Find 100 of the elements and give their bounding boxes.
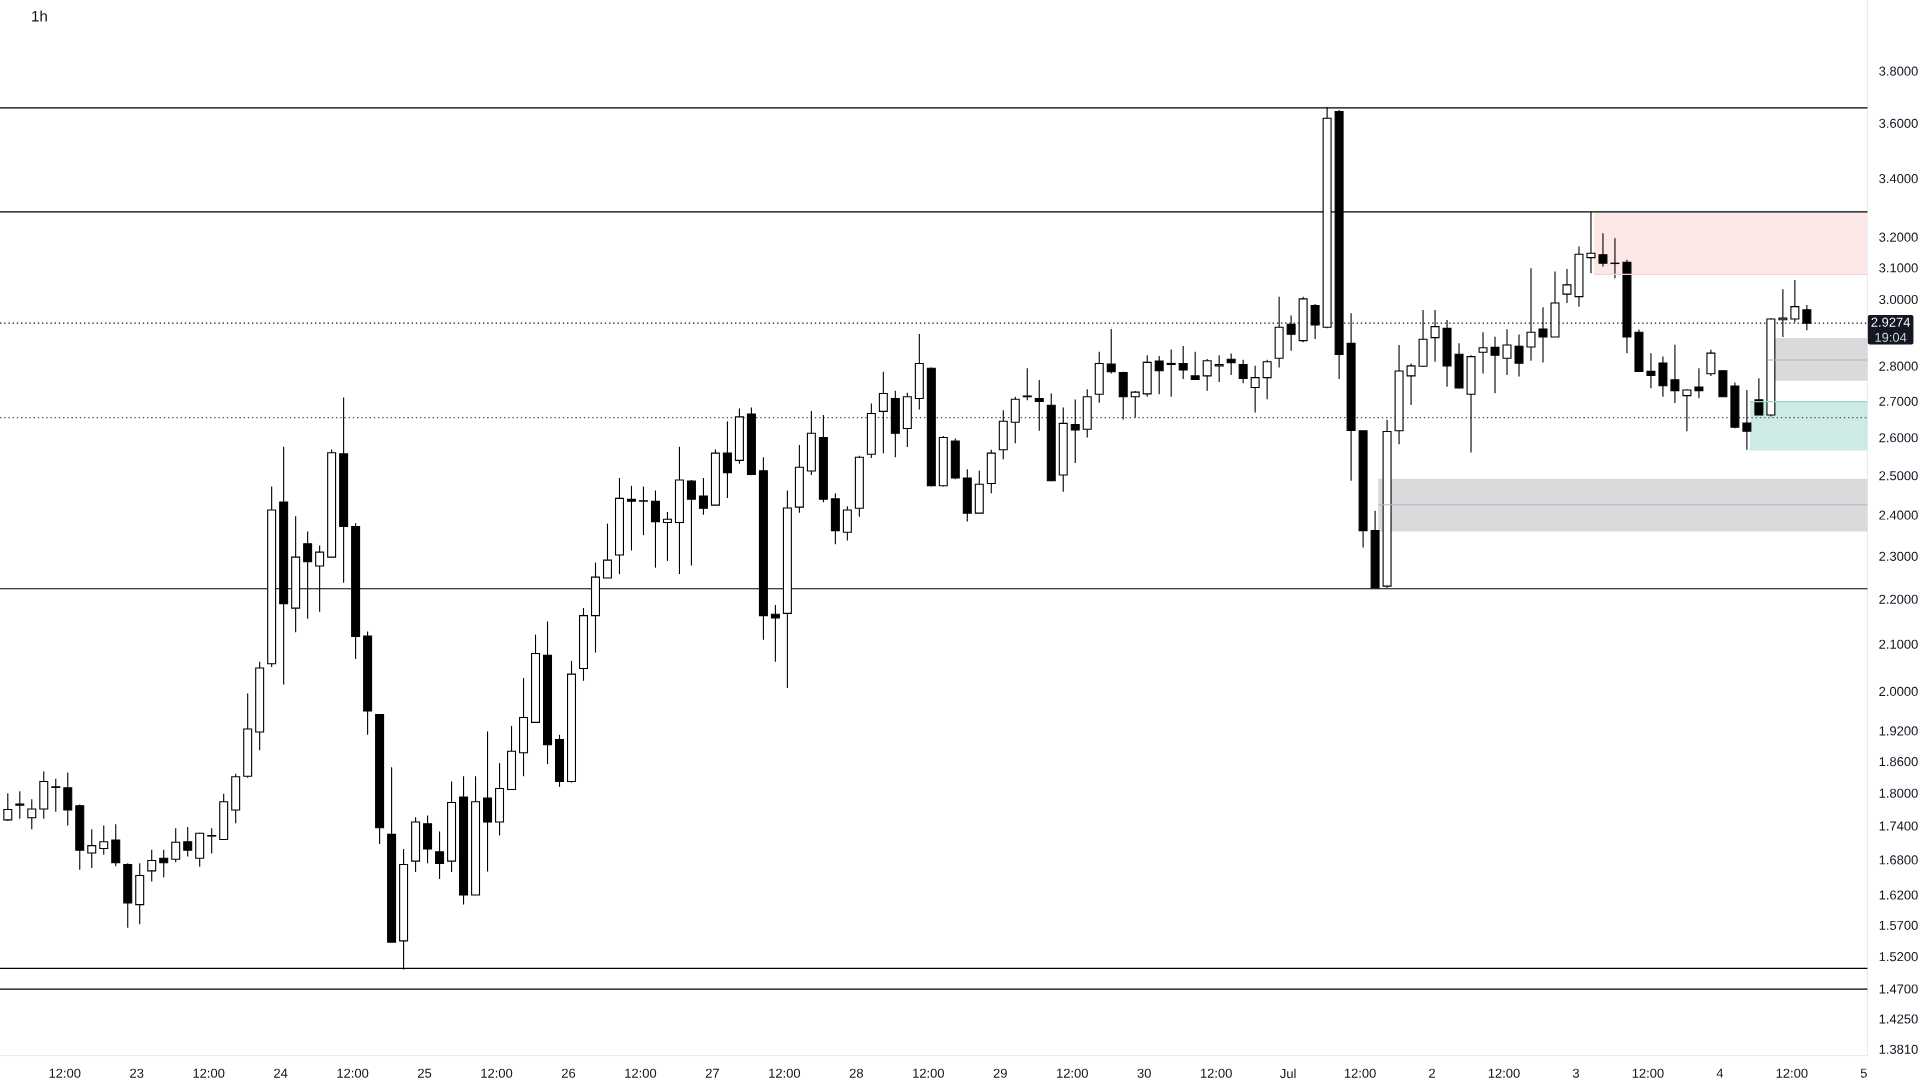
y-tick-label: 2.0000	[1879, 686, 1918, 697]
x-tick-label: 5	[1860, 1068, 1867, 1078]
candlestick	[1778, 288, 1788, 338]
candlestick	[1178, 345, 1188, 380]
candlestick	[1034, 379, 1044, 432]
candlestick	[159, 849, 169, 878]
candlestick	[1070, 399, 1080, 464]
y-tick-label: 1.5200	[1879, 952, 1918, 962]
candlestick	[3, 792, 13, 822]
y-tick-label: 1.8000	[1879, 788, 1918, 798]
candlestick	[1202, 358, 1212, 392]
candlestick	[1130, 390, 1140, 419]
x-tick-label: 12:00	[1057, 1068, 1088, 1078]
y-tick-label: 1.4700	[1879, 984, 1918, 994]
y-tick-label: 2.8000	[1879, 361, 1918, 371]
candlestick	[1190, 351, 1200, 381]
y-tick-label: 2.1000	[1879, 639, 1918, 649]
x-tick-label: 2	[1429, 1068, 1435, 1078]
x-tick-label: 30	[1137, 1068, 1151, 1078]
y-tick-label: 1.8600	[1879, 757, 1918, 767]
x-tick-label: 12:00	[193, 1068, 225, 1078]
candlestick	[1754, 377, 1764, 416]
candlestick	[1250, 365, 1260, 414]
x-tick-label: 25	[418, 1068, 432, 1078]
candlestick	[1802, 304, 1812, 331]
candlestick	[878, 371, 888, 454]
candlestick	[1658, 356, 1668, 398]
y-tick-label: 1.6200	[1879, 890, 1918, 900]
text: 19:04	[1875, 332, 1907, 342]
y-tick-label: 1.9200	[1879, 726, 1918, 736]
candlestick	[842, 505, 852, 541]
x-tick-label: 12:00	[1488, 1068, 1520, 1078]
x-tick-label: 12:00	[769, 1068, 801, 1078]
y-tick-label: 3.1000	[1879, 263, 1918, 273]
candlestick	[1790, 279, 1800, 323]
candlestick	[15, 790, 25, 820]
y-tick-label: 2.5000	[1879, 471, 1918, 481]
x-tick-label: 4	[1716, 1068, 1724, 1078]
x-tick-label: 12:00	[1200, 1068, 1232, 1078]
candlestick	[111, 823, 121, 867]
candlestick	[1646, 352, 1656, 389]
y-tick-label: 3.6000	[1879, 118, 1918, 128]
x-tick-label: 12:00	[1776, 1068, 1808, 1078]
candlestick	[770, 604, 780, 663]
candlestick	[1262, 359, 1272, 400]
ref-line-label: 2.9274	[1871, 317, 1911, 327]
candlestick	[1478, 331, 1488, 375]
candlestick	[1562, 268, 1572, 304]
candlestick	[1214, 354, 1224, 383]
x-tick-label: 12:00	[481, 1068, 513, 1078]
x-tick-label: 12:00	[1632, 1068, 1664, 1078]
candlestick	[1022, 367, 1032, 401]
y-tick-label: 2.4000	[1879, 510, 1918, 520]
candlestick	[698, 477, 708, 516]
candlestick	[1670, 344, 1680, 404]
candlestick	[147, 849, 157, 883]
y-tick-label: 3.8000	[1879, 66, 1918, 76]
candlestick	[1526, 267, 1536, 362]
candlestick	[1106, 328, 1116, 375]
candlestick	[1706, 349, 1716, 377]
y-tick-label: 1.3810	[1879, 1044, 1918, 1054]
y-tick-label: 1.7400	[1879, 821, 1918, 831]
x-tick-label: 27	[705, 1068, 719, 1078]
candlestick	[1286, 314, 1296, 352]
candlestick	[1502, 328, 1512, 376]
candlestick	[51, 778, 61, 813]
candlestick	[1598, 232, 1608, 268]
x-tick-label: 28	[849, 1068, 863, 1078]
candlestick	[183, 826, 193, 857]
candlestick	[1514, 334, 1524, 378]
y-tick-label: 2.6000	[1879, 433, 1918, 443]
candlestick	[1742, 389, 1752, 451]
candlestick	[1430, 309, 1440, 363]
y-tick-label: 3.0000	[1879, 294, 1918, 305]
candlestick	[63, 771, 73, 826]
candlestick	[1226, 352, 1236, 376]
candlestick	[1538, 306, 1548, 363]
x-tick-label: 12:00	[1344, 1068, 1376, 1078]
candlestick	[1682, 388, 1692, 432]
candlestick	[1238, 359, 1248, 384]
text: 1h	[32, 10, 47, 22]
candlestick	[435, 830, 445, 880]
x-tick-label: 26	[561, 1068, 576, 1078]
x-tick-label: 29	[993, 1068, 1007, 1078]
candlestick	[1490, 336, 1500, 394]
candlestick	[1406, 362, 1416, 406]
candlestick	[602, 523, 612, 579]
y-tick-label: 1.5700	[1879, 920, 1918, 930]
x-tick-label: Jul	[1280, 1068, 1296, 1079]
candlestick	[722, 421, 732, 499]
candlestick	[27, 798, 37, 830]
candlestick	[1010, 396, 1020, 444]
y-tick-label: 1.6800	[1879, 855, 1918, 865]
candlestick	[650, 489, 660, 569]
candlestick	[662, 511, 672, 562]
y-tick-label: 3.4000	[1879, 174, 1918, 184]
x-tick-label: 12:00	[337, 1068, 369, 1078]
y-tick-label: 1.4250	[1879, 1014, 1918, 1024]
candlestick	[207, 827, 217, 855]
candlestick	[1694, 367, 1704, 399]
